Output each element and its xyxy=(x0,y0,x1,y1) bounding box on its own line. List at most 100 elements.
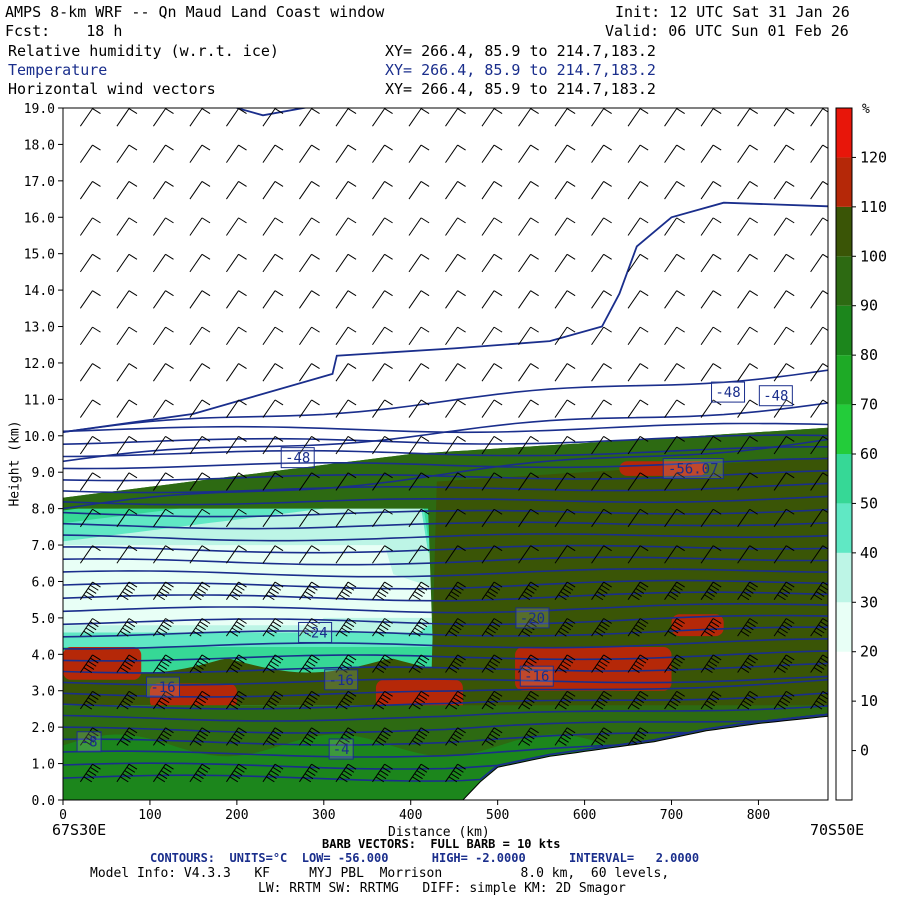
wind-barb-flag xyxy=(236,694,245,700)
wind-barb xyxy=(116,545,138,564)
colorbar-label: 90 xyxy=(860,297,878,315)
wind-barb-staff xyxy=(299,144,312,163)
wind-barb-staff xyxy=(372,217,385,236)
wind-barb-flag xyxy=(710,621,720,628)
wind-barb-flag xyxy=(566,108,576,115)
wind-barb-staff xyxy=(445,363,459,382)
wind-barb-staff xyxy=(189,545,203,564)
wind-barb-flag xyxy=(384,581,393,588)
wind-barb-flag xyxy=(384,363,393,369)
wind-barbs xyxy=(79,108,828,783)
wind-barb-flag xyxy=(238,654,247,661)
wind-barb-flag xyxy=(603,290,612,297)
wind-barb xyxy=(79,181,101,200)
wind-barb-flag xyxy=(379,660,389,667)
wind-barb xyxy=(116,654,138,674)
wind-barb xyxy=(554,399,576,418)
wind-barb-flag xyxy=(339,703,348,710)
wind-barb-flag xyxy=(676,435,685,442)
wind-barb xyxy=(408,363,430,382)
field-name-wind: Horizontal wind vectors xyxy=(8,80,216,98)
wind-barb-flag xyxy=(126,730,136,737)
wind-barb-flag xyxy=(266,703,275,710)
wind-barb-flag xyxy=(448,776,458,783)
wind-barb-staff xyxy=(335,254,349,273)
wind-barb xyxy=(335,290,357,309)
wind-barb-flag xyxy=(631,594,640,601)
wind-barb-flag xyxy=(345,766,355,773)
wind-barb-flag xyxy=(165,181,174,187)
wind-barb-flag xyxy=(120,776,129,783)
wind-barb-flag xyxy=(163,621,172,628)
wind-barb-flag xyxy=(165,654,174,661)
wind-barb-flag xyxy=(558,703,567,710)
wind-barb-flag xyxy=(156,630,166,637)
wind-barb-flag xyxy=(667,594,677,601)
wind-barb-staff xyxy=(445,144,459,163)
wind-barb xyxy=(152,290,174,309)
wind-barb xyxy=(554,435,576,455)
wind-barb xyxy=(481,581,503,601)
wind-barb xyxy=(627,363,649,382)
wind-barb-flag xyxy=(274,508,284,515)
wind-barb-staff xyxy=(335,508,349,528)
wind-barb xyxy=(518,363,539,382)
wind-barb-staff xyxy=(116,326,130,346)
wind-barb xyxy=(700,435,722,455)
contour-label: -24 xyxy=(302,625,327,641)
wind-barb-flag xyxy=(418,694,428,700)
wind-barb-flag xyxy=(566,217,576,224)
wind-barb-flag xyxy=(309,694,318,700)
wind-barb-staff xyxy=(810,436,824,455)
wind-barb-flag xyxy=(274,290,284,297)
wind-barb-flag xyxy=(238,508,247,515)
rh-patch-120 xyxy=(63,647,142,680)
wind-barb-flag xyxy=(566,508,576,515)
wind-barb-staff xyxy=(262,144,276,163)
wind-barb-flag xyxy=(197,587,206,594)
wind-barb-flag xyxy=(87,733,97,740)
wind-barb-flag xyxy=(635,587,645,594)
wind-barb-staff xyxy=(554,326,568,346)
wind-barb-staff xyxy=(226,436,239,455)
wind-barb xyxy=(116,508,138,528)
wind-barb xyxy=(737,618,758,637)
contour-label-box xyxy=(145,676,180,698)
wind-barb xyxy=(335,763,357,783)
wind-barb-flag xyxy=(92,144,101,151)
contour-legend: CONTOURS: UNITS=°C LOW= -56.000 HIGH= -2… xyxy=(150,851,700,865)
wind-barb xyxy=(445,363,466,382)
wind-barb xyxy=(810,690,828,710)
wind-barb-flag xyxy=(704,594,713,601)
wind-barb-flag xyxy=(452,770,462,776)
wind-barb xyxy=(408,108,430,127)
wind-barb-staff xyxy=(408,399,422,418)
wind-barb-flag xyxy=(740,703,750,710)
wind-barb-staff xyxy=(554,254,568,273)
wind-barb xyxy=(445,508,466,528)
wind-barb-flag xyxy=(749,290,758,297)
wind-barb-flag xyxy=(302,667,312,674)
wind-barb-flag xyxy=(128,217,138,224)
wind-barb xyxy=(737,508,758,528)
wind-barb-flag xyxy=(712,690,722,697)
model-info: Model Info: V4.3.3 KF MYJ PBL Morrison 8… xyxy=(90,866,670,881)
wind-barb-flag xyxy=(201,290,211,297)
wind-barb xyxy=(189,763,211,783)
wind-barb xyxy=(116,144,138,163)
wind-barb-flag xyxy=(777,594,786,601)
colorbar-label: 100 xyxy=(860,247,887,265)
wind-barb-flag xyxy=(347,581,357,588)
wind-barb-flag xyxy=(126,621,136,628)
wind-barb-flag xyxy=(233,697,243,704)
wind-barb-flag xyxy=(236,766,245,773)
wind-barb-flag xyxy=(418,584,428,591)
wind-barb-flag xyxy=(485,667,494,674)
wind-barb-flag xyxy=(487,736,496,743)
wind-barb xyxy=(152,472,174,491)
wind-barb-flag xyxy=(676,217,685,224)
tropopause-contour xyxy=(63,201,828,433)
wind-barb-flag xyxy=(266,630,275,637)
wind-barb xyxy=(445,435,466,455)
wind-barb-flag xyxy=(306,770,316,776)
